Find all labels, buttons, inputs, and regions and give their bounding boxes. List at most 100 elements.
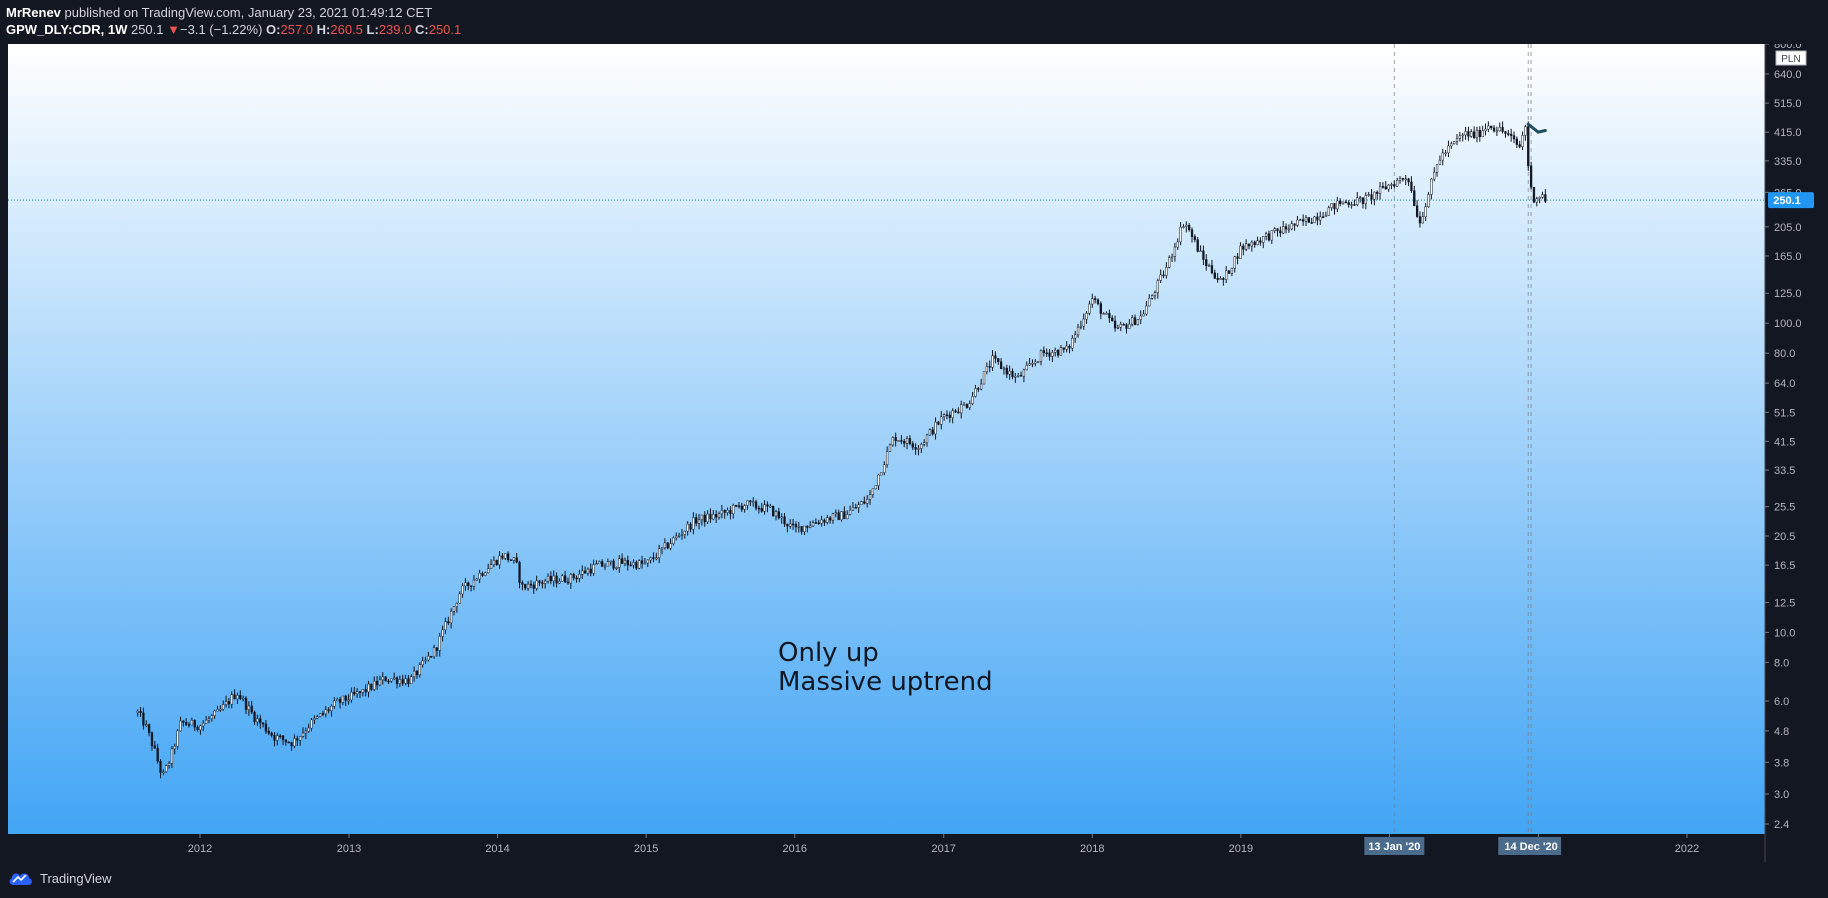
candle-body: [1301, 219, 1305, 222]
candle-body: [176, 730, 179, 747]
time-axis[interactable]: 2012201320142015201620172018201920202021…: [188, 834, 1699, 855]
candle-body: [167, 763, 171, 766]
candle-body: [185, 722, 188, 725]
candle-body: [789, 523, 792, 527]
candle-body: [236, 695, 239, 700]
candle-body: [1447, 145, 1450, 154]
trend-line-drawing[interactable]: [1526, 122, 1547, 134]
candle-body: [1170, 256, 1174, 258]
candle-body: [224, 701, 228, 705]
candle-body: [404, 678, 407, 684]
published-text: published on TradingView.com, January 23…: [60, 5, 433, 20]
candle-body: [866, 499, 869, 504]
candle-body: [934, 421, 937, 435]
candle-body: [982, 371, 986, 385]
candle-body: [1011, 370, 1014, 378]
candle-body: [1193, 236, 1197, 240]
author-name[interactable]: MrRenev: [6, 5, 61, 20]
footer-bar: TradingView: [0, 862, 1828, 898]
candle-body: [1358, 197, 1362, 199]
candle-body: [794, 524, 798, 528]
candle-body: [851, 507, 855, 511]
date-marker-label: 13 Jan '20: [1368, 841, 1420, 853]
candle-body: [820, 519, 823, 524]
candle-body: [190, 719, 194, 726]
candle-body: [216, 709, 219, 712]
candle-body: [925, 434, 929, 443]
candle-body: [1381, 186, 1385, 188]
candle-body: [1501, 126, 1504, 132]
candle-body: [341, 695, 345, 703]
candle-body: [521, 582, 524, 585]
candle-body: [578, 574, 581, 579]
candle-body: [931, 429, 934, 435]
candle-body: [908, 438, 912, 444]
candle-body: [1202, 250, 1205, 260]
candle-body: [1424, 206, 1427, 218]
candle-body: [558, 580, 561, 584]
x-tick-label: 2017: [931, 843, 955, 855]
high-label: H:: [316, 22, 331, 37]
candle-body: [1350, 204, 1353, 206]
candle-body: [1190, 229, 1194, 237]
candle-body: [1182, 226, 1185, 228]
candle-body: [1133, 317, 1137, 325]
candle-body: [145, 724, 148, 726]
candle-body: [1529, 165, 1533, 188]
candle-body: [307, 727, 310, 732]
candle-body: [1256, 240, 1259, 245]
candle-body: [173, 745, 176, 750]
candle-body: [1108, 313, 1111, 319]
candle-body: [917, 448, 920, 450]
candle-body: [506, 553, 510, 560]
candle-body: [1168, 257, 1171, 268]
candle-body: [1022, 369, 1026, 377]
candle-body: [378, 679, 382, 686]
candle-body: [1504, 131, 1507, 134]
candle-body: [660, 547, 664, 550]
candle-body: [900, 440, 903, 442]
candle-body: [1036, 361, 1040, 363]
candle-body: [153, 745, 156, 749]
price-axis[interactable]: 800.0640.0515.0415.0335.0265.0205.0165.0…: [1765, 39, 1802, 831]
candle-body: [1071, 337, 1074, 349]
tradingview-logo[interactable]: TradingView: [8, 870, 112, 886]
candle-body: [458, 593, 461, 604]
candle-body: [1162, 274, 1165, 277]
candle-body: [1521, 135, 1524, 147]
candle-body: [1290, 223, 1293, 230]
candle-body: [586, 568, 590, 574]
candle-body: [1008, 370, 1011, 375]
candle-body: [988, 366, 991, 368]
candle-body: [1316, 216, 1319, 221]
candle-body: [1370, 194, 1373, 200]
candle-body: [1467, 131, 1470, 137]
candle-body: [1341, 201, 1345, 204]
candle-body: [469, 585, 473, 587]
candle-body: [994, 355, 997, 359]
candle-body: [1028, 363, 1031, 366]
candle-body: [1082, 318, 1085, 327]
candle-body: [1430, 178, 1433, 195]
last-price-badge: 250.1: [1768, 192, 1814, 209]
candle-body: [720, 510, 724, 515]
candle-body: [1373, 191, 1376, 200]
candle-body: [1185, 224, 1188, 227]
candle-body: [398, 679, 402, 684]
candle-body: [609, 560, 612, 563]
candle-body: [1310, 222, 1313, 224]
symbol-label[interactable]: GPW_DLY:CDR, 1W: [6, 22, 128, 37]
candle-body: [1307, 217, 1310, 223]
candle-body: [612, 560, 615, 569]
candle-body: [293, 738, 296, 747]
candle-body: [264, 723, 268, 732]
candle-body: [1176, 241, 1179, 248]
candle-body: [854, 507, 857, 509]
candle-body: [1330, 203, 1333, 209]
candle-body: [569, 574, 572, 584]
candle-body: [1324, 215, 1328, 218]
candle-body: [1113, 320, 1117, 329]
candle-body: [1450, 143, 1453, 147]
candle-body: [632, 562, 635, 566]
